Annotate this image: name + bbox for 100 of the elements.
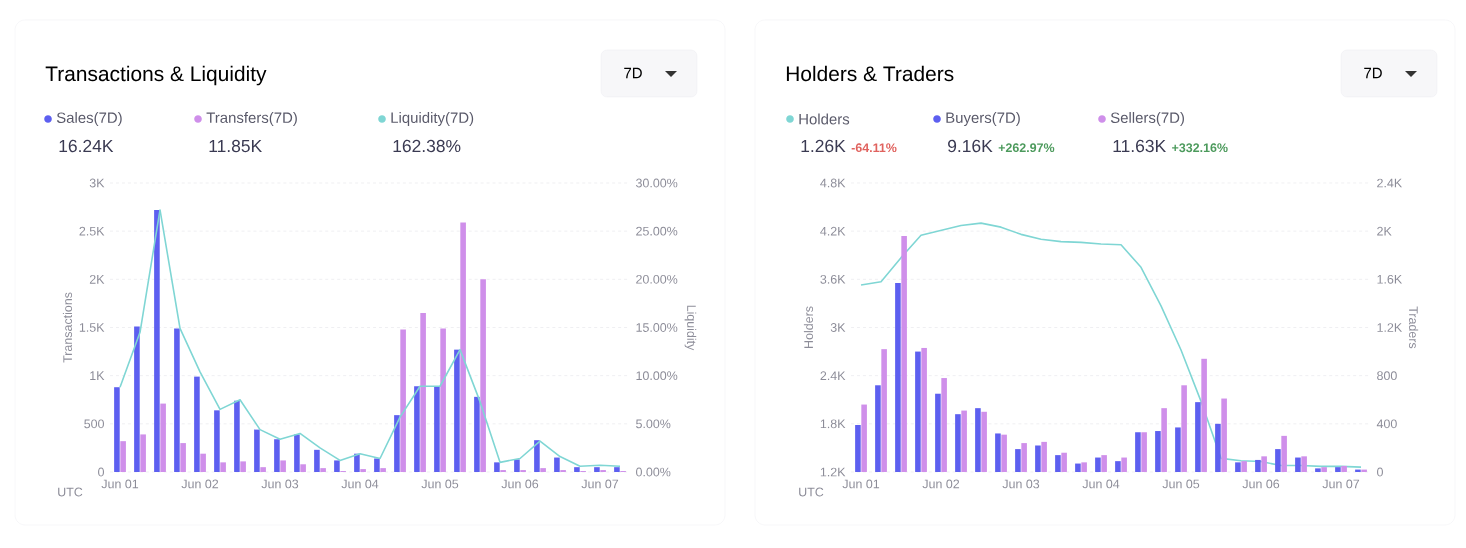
- y2-tick-label: 15.00%: [636, 323, 678, 332]
- bar: [154, 209, 160, 472]
- y2-tick-label: 0.00%: [636, 467, 671, 477]
- bar: [1115, 461, 1121, 472]
- y2-tick-label: 2K: [1377, 226, 1392, 236]
- bar: [194, 376, 200, 472]
- bar: [174, 328, 180, 472]
- line-series: [119, 209, 621, 468]
- bar: [1195, 402, 1201, 472]
- text: 11.63K: [1113, 139, 1166, 153]
- bar: [474, 396, 480, 472]
- bar: [334, 460, 340, 472]
- bar: [280, 460, 286, 472]
- bar: [1215, 423, 1221, 472]
- bar: [314, 449, 320, 472]
- bar: [1075, 463, 1081, 472]
- x-tick-label: Jun 02: [181, 479, 219, 489]
- bar: [1235, 462, 1241, 472]
- text: 162.38%: [393, 139, 461, 153]
- bar: [440, 328, 446, 472]
- bar: [1041, 441, 1047, 472]
- x-tick-label: Jun 07: [581, 479, 619, 489]
- bar: [1341, 465, 1347, 472]
- bar: [861, 404, 867, 472]
- bar: [1135, 432, 1141, 472]
- text: UTC: [58, 487, 83, 497]
- y2-tick-label: 400: [1376, 419, 1397, 429]
- bar: [855, 425, 861, 472]
- bar: [1001, 434, 1007, 472]
- x-tick-label: Jun 01: [101, 479, 139, 489]
- x-tick-label: Jun 04: [1082, 479, 1120, 489]
- bar: [274, 439, 280, 472]
- bar: [540, 468, 546, 472]
- bar: [480, 279, 486, 472]
- text: -64.11%: [851, 143, 897, 153]
- y-tick-label: 1K: [90, 371, 105, 380]
- legend-label: Sales(7D): [56, 112, 122, 126]
- bar: [981, 411, 987, 472]
- text: 16.24K: [59, 139, 114, 153]
- text: 7D: [1364, 67, 1382, 79]
- bar: [1081, 462, 1087, 472]
- bar: [414, 386, 420, 472]
- bar: [220, 462, 226, 472]
- y-tick-label: 2.4K: [820, 371, 846, 380]
- bar: [200, 453, 206, 472]
- bar: [1221, 398, 1227, 472]
- bar: [574, 467, 580, 472]
- chart-title: Transactions & Liquidity: [45, 65, 267, 86]
- bar: [300, 464, 306, 472]
- bar: [234, 400, 240, 472]
- y2-tick-label: 1.6K: [1377, 274, 1403, 284]
- bar: [374, 458, 380, 472]
- bar: [1275, 449, 1281, 472]
- bar: [180, 443, 186, 472]
- bar: [1061, 452, 1067, 472]
- y2-tick-label: 30.00%: [636, 178, 678, 188]
- legend-label: Holders: [799, 113, 850, 125]
- bar: [1241, 461, 1247, 472]
- bar: [320, 468, 326, 472]
- y-tick-label: 3.6K: [820, 274, 846, 284]
- bar: [975, 408, 981, 472]
- bar: [360, 469, 366, 472]
- y-tick-label: 1.5K: [79, 323, 105, 332]
- legend-label: Sellers(7D): [1110, 112, 1184, 126]
- bar: [514, 459, 520, 472]
- bar: [594, 467, 600, 472]
- y2-axis-title: Traders: [1408, 306, 1419, 349]
- y-tick-label: 2K: [89, 274, 105, 284]
- bar: [1021, 443, 1027, 472]
- y-tick-label: 3K: [830, 323, 846, 332]
- bar: [454, 349, 460, 472]
- bar: [1355, 469, 1361, 472]
- y2-tick-label: 20.00%: [636, 274, 678, 284]
- bar: [1015, 449, 1021, 472]
- y2-axis-title: Liquidity: [684, 305, 697, 351]
- y2-tick-label: 1.2K: [1377, 323, 1403, 332]
- y-tick-label: 500: [84, 419, 105, 429]
- x-tick-label: Jun 03: [1002, 479, 1040, 489]
- bar: [881, 349, 887, 472]
- bar: [120, 441, 126, 472]
- bar: [961, 410, 967, 472]
- bar: [380, 468, 386, 472]
- y2-tick-label: 25.00%: [636, 226, 678, 236]
- bar: [1141, 432, 1147, 472]
- bar: [240, 461, 246, 472]
- bar: [1121, 457, 1127, 472]
- bar: [1155, 431, 1161, 472]
- y-tick-label: 2.5K: [79, 226, 105, 236]
- legend-label: Liquidity(7D): [391, 112, 474, 126]
- text: UTC: [799, 487, 824, 497]
- bar: [214, 410, 220, 472]
- x-tick-label: Jun 04: [341, 479, 379, 489]
- y-tick-label: 4.2K: [820, 226, 846, 236]
- x-tick-label: Jun 01: [842, 479, 880, 489]
- bar: [1035, 445, 1041, 472]
- bar: [1281, 435, 1287, 472]
- bar: [434, 386, 440, 472]
- bar: [941, 378, 947, 472]
- bar: [494, 462, 500, 472]
- y2-tick-label: 5.00%: [636, 419, 671, 429]
